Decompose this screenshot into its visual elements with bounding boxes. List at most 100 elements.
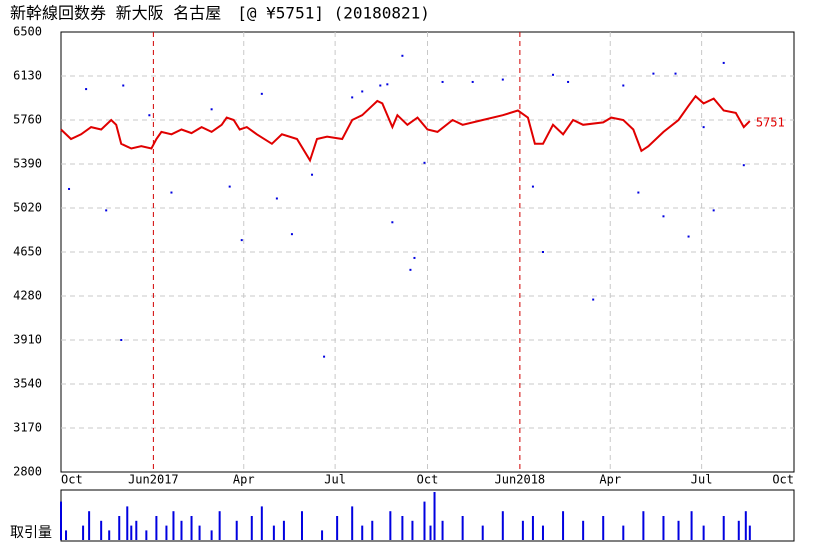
volume-bar [282,520,285,540]
volume-bar [336,516,339,540]
trade-dot [702,126,705,129]
volume-bar [411,520,414,540]
volume-bar [702,525,705,540]
y-tick-label: 4280 [13,289,42,303]
volume-bar [429,525,432,540]
trade-dot [471,80,474,83]
x-tick-label: Jul [691,473,713,487]
last-price-label: 5751 [756,116,785,130]
volume-bar [389,511,392,540]
volume-bar [433,492,436,540]
volume-bar [218,511,221,540]
x-tick-label: Apr [599,473,621,487]
trade-dot [275,197,278,200]
volume-bar [126,506,129,540]
volume-label: 取引量 [10,525,52,541]
trade-dot [228,185,231,188]
trade-dot [552,73,555,76]
y-tick-label: 5020 [13,201,42,215]
trade-dot [622,84,625,87]
trade-dot [361,90,364,93]
x-tick-label: Apr [233,473,255,487]
trade-dot [567,80,570,83]
volume-bar [622,525,625,540]
trade-dot [290,233,293,236]
volume-bar [145,530,148,540]
y-tick-label: 4650 [13,245,42,259]
trade-dot [712,209,715,212]
trade-dot [541,251,544,253]
volume-bar [737,520,740,540]
trade-dot [68,187,71,190]
trade-dot [105,209,108,212]
y-tick-label: 2800 [13,465,42,479]
volume-bar [642,511,645,540]
volume-bar [108,530,111,540]
trade-dot [722,61,725,64]
x-tick-label: Jun2018 [495,473,546,487]
price-line [60,94,751,163]
trade-dot [148,114,151,117]
volume-bar [722,516,725,540]
trade-dot [386,83,389,86]
trade-dot [441,80,444,83]
volume-bar [521,520,524,540]
trade-dot [531,185,534,188]
volume-bar [190,516,193,540]
volume-bar [260,506,263,540]
volume-bar [60,501,62,540]
y-tick-label: 6130 [13,69,42,83]
trade-dot [260,92,263,95]
volume-bar [401,516,404,540]
volume-bar [135,520,138,540]
volume-bar [441,520,444,540]
volume-bar [88,511,91,540]
y-tick-label: 3170 [13,421,42,435]
trade-dot [122,84,125,87]
trade-dot [423,161,426,164]
trade-dot [652,72,655,75]
trade-dot [170,191,173,194]
volume-bar [351,506,354,540]
trade-dot [687,235,690,238]
trade-dot [240,239,243,242]
trade-dot [592,298,595,301]
trade-dot [409,268,412,271]
volume-bar [361,525,364,540]
trade-dot [662,215,665,218]
trade-dot [742,164,745,167]
volume-bar [198,525,201,540]
volume-bar [481,525,484,540]
chart-title: 新幹線回数券 新大阪 名古屋 [@ ¥5751] (20180821) [10,4,430,23]
volume-bar [172,511,175,540]
volume-bar [744,511,747,540]
volume-bar [300,511,303,540]
trade-dot [674,72,677,75]
x-tick-label: Oct [772,473,794,487]
volume-bar [501,511,504,540]
trade-dot [637,191,640,194]
y-tick-label: 3540 [13,377,42,391]
volume-bar [423,501,426,540]
volume-bar [531,516,534,540]
trade-dot [413,256,416,259]
volume-bar [165,525,168,540]
trade-dot [351,96,354,99]
volume-bar [321,530,324,540]
volume-frame [60,489,795,542]
volume-bar [155,516,158,540]
trade-dot [401,54,404,57]
x-tick-label: Jul [324,473,346,487]
volume-bar [272,525,275,540]
trade-dot [210,108,213,111]
trade-dot [501,78,504,81]
x-tick-label: Oct [417,473,439,487]
x-tick-label: Jun2017 [128,473,179,487]
volume-bar [235,520,238,540]
volume-bar [461,516,464,540]
volume-bar [250,516,253,540]
volume-bar [371,520,374,540]
volume-bar [82,525,85,540]
volume-bar [582,520,585,540]
